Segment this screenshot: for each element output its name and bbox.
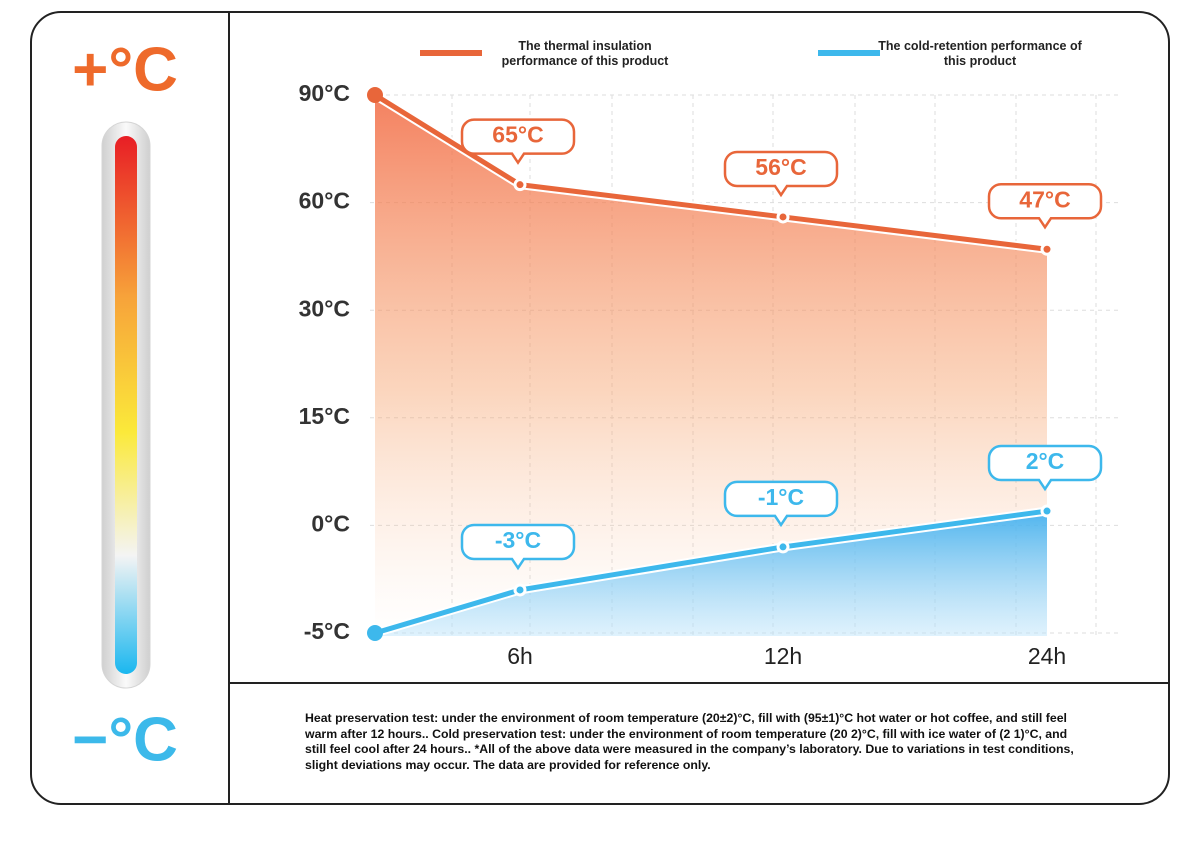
legend-swatch: [420, 50, 482, 56]
value-label: 56°C: [755, 154, 806, 180]
footnote: Heat preservation test: under the enviro…: [305, 711, 1074, 772]
thermometer-bar: [115, 136, 137, 674]
point: [367, 87, 383, 103]
hot-label: +°C: [72, 35, 178, 104]
callout: [460, 523, 576, 571]
y-tick-label: 15°C: [299, 403, 350, 429]
value-label: -1°C: [758, 484, 804, 510]
area-fill: [375, 511, 1047, 636]
x-tick-label: 6h: [507, 643, 533, 669]
legend-entry: The cold-retention performance of this p…: [878, 39, 1082, 68]
value-label: 65°C: [492, 122, 543, 148]
y-tick-label: 90°C: [299, 80, 350, 106]
point: [513, 178, 527, 192]
cold-label: −°C: [72, 705, 178, 774]
legend-swatch: [818, 50, 880, 56]
callout: [987, 444, 1103, 492]
value-label: 2°C: [1026, 448, 1065, 474]
y-tick-label: -5°C: [304, 618, 350, 644]
point: [513, 583, 527, 597]
point: [776, 210, 790, 224]
callout: [723, 150, 839, 198]
callout: [723, 480, 839, 528]
x-tick-label: 12h: [764, 643, 802, 669]
point: [1040, 504, 1054, 518]
y-tick-label: 60°C: [299, 188, 350, 214]
callout: [987, 182, 1103, 230]
point: [367, 625, 383, 641]
series-line: [374, 508, 1048, 636]
y-tick-label: 0°C: [311, 510, 350, 536]
point: [776, 540, 790, 554]
legend-entry: The thermal insulation performance of th…: [501, 39, 669, 68]
callout: [460, 118, 576, 165]
series-line: [373, 92, 1048, 252]
value-label: 47°C: [1019, 186, 1070, 212]
x-tick-label: 24h: [1028, 643, 1066, 669]
value-label: -3°C: [495, 527, 541, 553]
point: [1040, 242, 1054, 256]
y-tick-label: 30°C: [299, 295, 350, 321]
